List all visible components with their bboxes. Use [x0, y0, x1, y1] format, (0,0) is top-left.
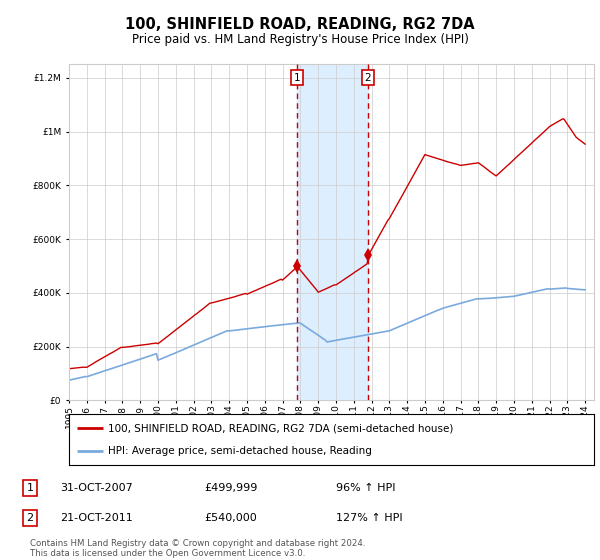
Text: £540,000: £540,000	[204, 513, 257, 523]
Text: 96% ↑ HPI: 96% ↑ HPI	[336, 483, 395, 493]
Text: 100, SHINFIELD ROAD, READING, RG2 7DA (semi-detached house): 100, SHINFIELD ROAD, READING, RG2 7DA (s…	[109, 423, 454, 433]
Text: 31-OCT-2007: 31-OCT-2007	[60, 483, 133, 493]
Text: 21-OCT-2011: 21-OCT-2011	[60, 513, 133, 523]
Text: 127% ↑ HPI: 127% ↑ HPI	[336, 513, 403, 523]
Text: 1: 1	[294, 73, 301, 83]
Text: 2: 2	[365, 73, 371, 83]
Text: £499,999: £499,999	[204, 483, 257, 493]
Text: 100, SHINFIELD ROAD, READING, RG2 7DA: 100, SHINFIELD ROAD, READING, RG2 7DA	[125, 17, 475, 31]
Text: 2: 2	[26, 513, 34, 523]
Bar	[298, 64, 368, 400]
Text: Price paid vs. HM Land Registry's House Price Index (HPI): Price paid vs. HM Land Registry's House …	[131, 32, 469, 46]
Text: 1: 1	[26, 483, 34, 493]
Text: Contains HM Land Registry data © Crown copyright and database right 2024.
This d: Contains HM Land Registry data © Crown c…	[30, 539, 365, 558]
Text: HPI: Average price, semi-detached house, Reading: HPI: Average price, semi-detached house,…	[109, 446, 372, 456]
